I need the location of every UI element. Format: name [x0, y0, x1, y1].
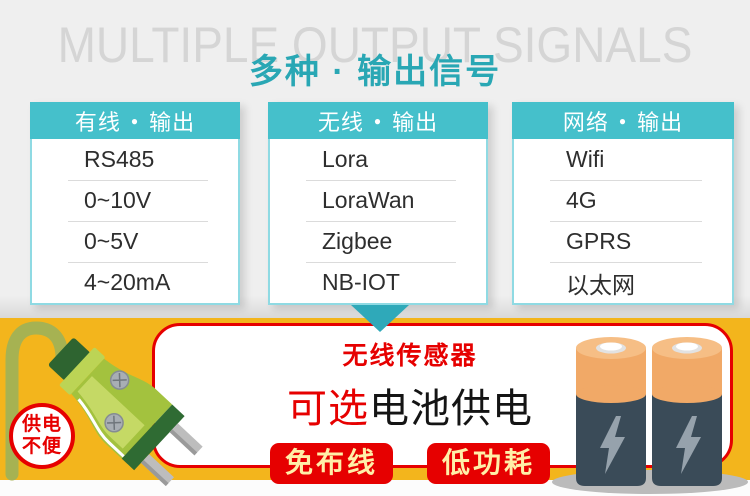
power-plug-icon — [5, 321, 203, 486]
card-network-header: 网络 ● 输出 — [512, 102, 734, 139]
list-item: LoraWan — [270, 180, 486, 221]
card-wireless-body: Lora LoraWan Zigbee NB-IOT — [268, 139, 488, 305]
list-item: Lora — [322, 146, 369, 172]
badge-line1: 供电 — [21, 414, 62, 435]
panel-tags: 免布线 低功耗 — [195, 443, 625, 484]
list-item: Zigbee — [270, 221, 486, 262]
card-category-label: 网络 — [562, 109, 609, 135]
card-wired-body: RS485 0~10V 0~5V 4~20mA — [30, 139, 240, 305]
card-category-label: 无线 — [317, 109, 364, 135]
down-arrow-icon — [351, 305, 409, 332]
card-type-label: 输出 — [392, 109, 439, 135]
badge-line2: 不便 — [21, 436, 62, 457]
card-type-label: 输出 — [149, 109, 196, 135]
tag-no-wiring: 免布线 — [269, 443, 393, 484]
card-wireless-header: 无线 ● 输出 — [268, 102, 488, 139]
list-item: 4~20mA — [32, 262, 238, 303]
card-type-label: 输出 — [637, 109, 684, 135]
headline-highlight: 可选 — [287, 387, 369, 431]
power-inconvenient-badge: 供电 不便 — [9, 403, 75, 469]
title-chinese: 多种 · 输出信号 — [248, 53, 502, 91]
card-wired-header: 有线 ● 输出 — [30, 102, 240, 139]
card-category-label: 有线 — [74, 109, 121, 135]
card-network-body: Wifi 4G GPRS 以太网 — [512, 139, 734, 305]
list-item: 0~5V — [32, 221, 238, 262]
list-item: Wifi — [566, 146, 605, 172]
dot-icon: ● — [130, 113, 140, 128]
panel-headline: 可选电池供电 — [195, 376, 625, 434]
dot-icon: ● — [618, 113, 628, 128]
panel-subtitle: 无线传感器 — [342, 342, 478, 370]
list-item: NB-IOT — [270, 262, 486, 303]
card-wired-output: 有线 ● 输出 RS485 0~10V 0~5V 4~20mA — [30, 102, 240, 305]
dot-icon: ● — [373, 113, 383, 128]
title-english: MULTIPLE OUTPUT SIGNALS — [57, 17, 693, 73]
list-item: GPRS — [514, 221, 732, 262]
tag-low-power: 低功耗 — [427, 443, 551, 484]
headline-rest: 电池供电 — [369, 387, 533, 431]
card-wireless-output: 无线 ● 输出 Lora LoraWan Zigbee NB-IOT — [268, 102, 488, 305]
battery-icon — [552, 337, 748, 494]
list-item: 以太网 — [514, 262, 732, 303]
list-item: 4G — [514, 180, 732, 221]
panel-text-block: 无线传感器 可选电池供电 免布线 低功耗 — [195, 336, 625, 484]
card-network-output: 网络 ● 输出 Wifi 4G GPRS 以太网 — [512, 102, 734, 305]
list-item: RS485 — [84, 146, 155, 172]
list-item: 0~10V — [32, 180, 238, 221]
